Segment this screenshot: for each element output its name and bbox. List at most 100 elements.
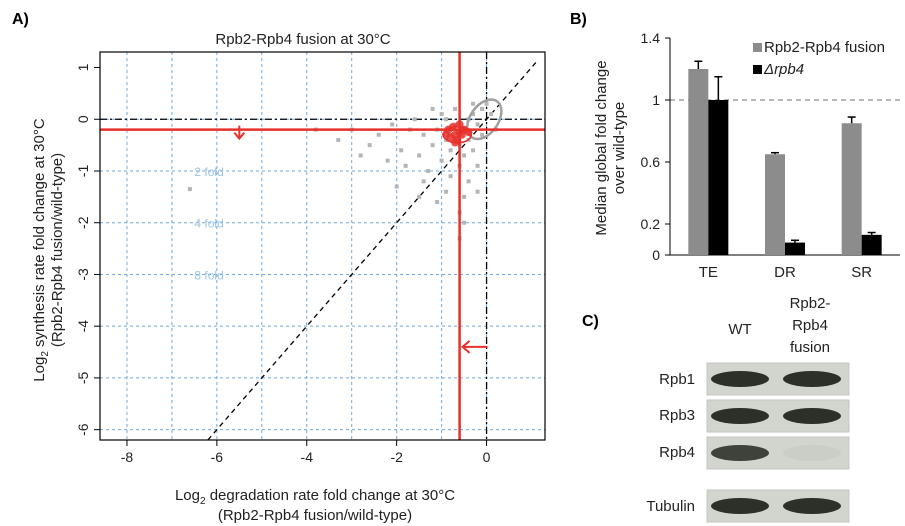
svg-text:over wild-type: over wild-type [611,102,628,195]
svg-text:(Rpb2-Rpb4 fusion/wild-type): (Rpb2-Rpb4 fusion/wild-type) [49,153,66,347]
bar [785,242,805,255]
scatter-plot-area: 2 fold 4 fold 8 fold -8 -6 -4 -2 0 1 0 -1 -2 -3 -4 -5 -… [75,51,546,465]
blot-band [711,408,769,424]
blot-row-label: Rpb4 [659,444,695,461]
data-point [435,200,440,205]
column-header-wt: WT [728,321,751,338]
legend-swatch-fusion [753,43,762,52]
svg-text:Log2 synthesis rate fold chang: Log2 synthesis rate fold change at 30°C [31,118,51,382]
fold-label: 2 fold [194,165,223,179]
y-tick-label: -5 [75,371,91,384]
x-tick-label: -8 [121,449,134,465]
arrow-left-icon [461,340,488,354]
bar-legend: Rpb2-Rpb4 fusion Δrpb4 [753,39,885,78]
blot-band [783,498,841,514]
data-point [444,117,449,122]
y-tick-label: -3 [75,268,91,281]
data-point [426,168,431,173]
data-point [421,132,426,137]
data-point [403,163,408,168]
data-point [358,153,363,158]
data-point [390,122,395,127]
data-point [471,101,476,106]
column-header-fusion-2: Rpb4 [792,317,828,334]
category-label: TE [699,264,718,281]
panel-b-label: B) [570,11,587,28]
bar [841,123,862,255]
data-point [376,132,381,137]
bar [765,154,785,255]
data-point [444,189,449,194]
blot-row-label: Tubulin [646,498,695,515]
y-tick-label: 0 [75,115,91,123]
data-point [417,194,422,199]
data-point [453,106,458,111]
blot-band [783,408,841,424]
western-blot: Rpb1 Rpb3 Rpb4 Tubulin [646,362,850,523]
blot-band [711,498,769,514]
data-point [448,148,453,153]
y-tick-label: -1 [75,165,91,178]
arrow-down-icon [233,125,246,141]
x-axis-label-line2: (Rpb2-Rpb4 fusion/wild-type) [218,507,412,524]
data-point [367,143,372,148]
y-tick-label: -6 [75,423,91,436]
data-point [187,187,192,192]
data-point [430,106,435,111]
y-tick-label: 1 [75,63,91,71]
y-tick-label: 1.4 [641,30,661,46]
data-point [336,137,341,142]
bar [861,234,882,255]
data-point [471,148,476,153]
bar [708,100,729,255]
data-point [448,174,453,179]
y-tick-label: -2 [75,216,91,229]
data-point [430,143,435,148]
diagonal-line [207,61,537,441]
data-point [480,106,485,111]
data-point [462,194,467,199]
legend-label-delta: Δrpb4 [763,61,804,78]
data-point [399,148,404,153]
blot-row-label: Rpb1 [659,371,695,388]
data-point [417,153,422,158]
data-point [480,132,485,137]
data-point [394,184,399,189]
bar [688,69,709,255]
data-point [439,158,444,163]
x-tick-label: -4 [301,449,314,465]
data-point [439,112,444,117]
panel-c-label: C) [582,313,599,330]
data-point [484,101,489,106]
plot-frame [99,51,546,441]
y-tick-label: 1 [652,92,660,108]
density-contour [466,98,503,141]
data-point [466,179,471,184]
data-point [385,158,390,163]
blot-row-label: Rpb3 [659,407,695,424]
bar-y-axis-label: Median global fold change over wild-type [593,60,628,235]
x-tick-label: 0 [483,449,491,465]
blot-band [711,371,769,387]
fold-label: 8 fold [194,268,223,282]
svg-text:Median global fold change: Median global fold change [593,60,610,235]
column-header-fusion-3: fusion [790,339,830,356]
y-tick-label: -4 [75,320,91,333]
legend-swatch-delta [753,65,762,74]
x-tick-label: -2 [390,449,403,465]
data-point [475,122,480,127]
x-tick-label: -6 [211,449,224,465]
y-tick-label: 0 [652,247,660,263]
data-point [471,112,476,117]
blot-band [783,371,841,387]
panel-a-title: Rpb2-Rpb4 fusion at 30°C [215,31,390,48]
legend-label-fusion: Rpb2-Rpb4 fusion [764,39,885,56]
data-point [475,189,480,194]
fold-label: 4 fold [194,217,223,231]
category-label: DR [774,264,796,281]
data-point [412,117,417,122]
category-label: SR [851,264,872,281]
blot-band [711,445,769,461]
bar-chart-area: 0 0.2 0.6 1 1.4 TE DR SR [641,30,900,281]
